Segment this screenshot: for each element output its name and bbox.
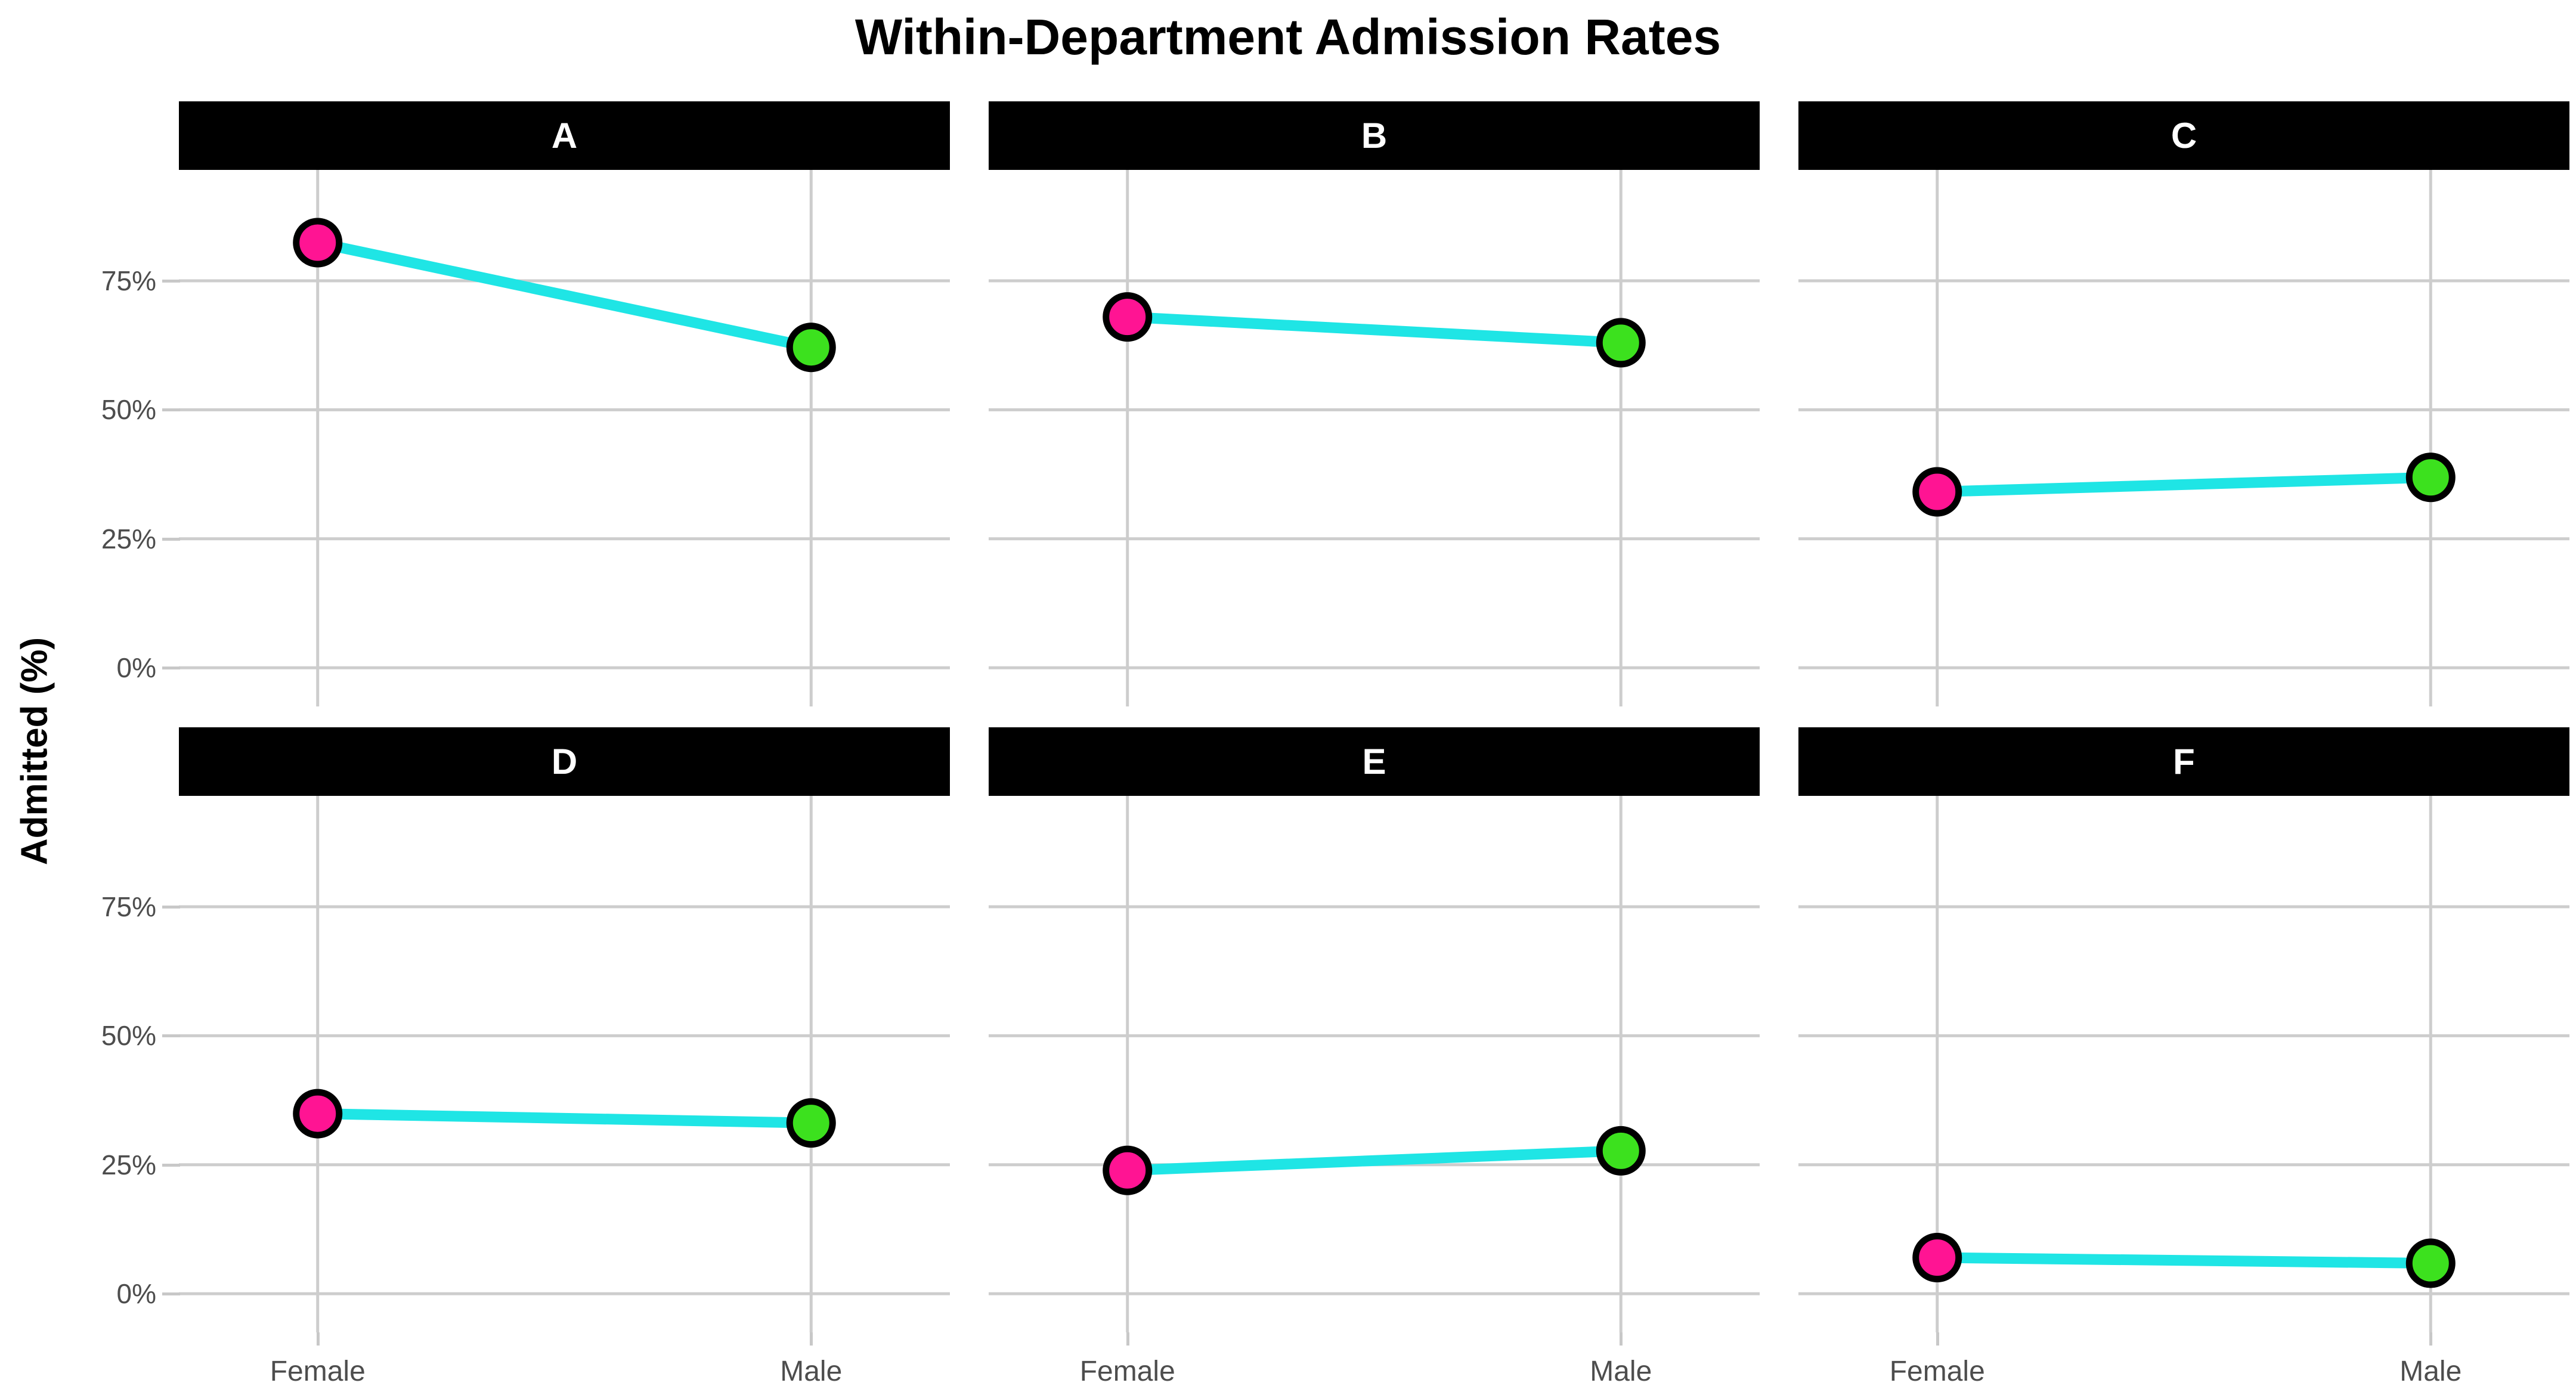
trend-line-f — [1937, 1252, 2431, 1269]
facet-canvas — [1798, 170, 2569, 706]
facet-panel-b — [989, 170, 1760, 706]
x-tick-mark — [1620, 1332, 1623, 1346]
x-tick-label-male: Male — [1590, 1356, 1652, 1387]
facet-strip-label: F — [2173, 742, 2195, 782]
y-tick-mark — [162, 1034, 180, 1038]
facet-panel-d — [179, 796, 950, 1332]
facet-strip-d: D — [179, 727, 950, 796]
data-point-female-a — [293, 218, 343, 268]
data-point-male-b — [1596, 318, 1646, 368]
trend-line-a — [316, 237, 813, 353]
facet-strip-e: E — [989, 727, 1760, 796]
facet-strip-b: B — [989, 101, 1760, 170]
facet-canvas — [989, 796, 1760, 1332]
facet-strip-f: F — [1798, 727, 2569, 796]
data-point-female-f — [1912, 1233, 1962, 1283]
y-tick-label-row0-0: 0% — [116, 652, 156, 684]
data-point-female-c — [1912, 467, 1962, 517]
trend-line-b — [1127, 311, 1621, 348]
data-point-male-a — [786, 323, 836, 373]
data-point-male-d — [786, 1098, 836, 1148]
y-tick-mark — [162, 906, 180, 909]
facet-strip-c: C — [1798, 101, 2569, 170]
trend-line-d — [317, 1108, 812, 1129]
data-point-male-f — [2405, 1238, 2456, 1288]
y-tick-mark — [162, 1292, 180, 1296]
facet-panel-c — [1798, 170, 2569, 706]
y-tick-mark — [162, 537, 180, 541]
facet-strip-label: D — [551, 742, 578, 782]
y-tick-mark — [162, 280, 180, 283]
x-tick-mark — [316, 1332, 320, 1346]
y-tick-mark — [162, 1163, 180, 1167]
facet-canvas — [989, 170, 1760, 706]
y-tick-mark — [162, 666, 180, 670]
facet-strip-label: C — [2171, 116, 2197, 156]
facet-panel-a — [179, 170, 950, 706]
y-tick-label-row0-25: 25% — [101, 523, 156, 554]
data-point-male-c — [2405, 452, 2456, 503]
facet-strip-label: E — [1362, 742, 1386, 782]
x-tick-label-male: Male — [780, 1356, 843, 1387]
data-point-female-e — [1103, 1145, 1153, 1195]
facet-canvas — [179, 796, 950, 1332]
chart-title: Within-Department Admission Rates — [854, 9, 1722, 65]
facet-panel-e — [989, 796, 1760, 1332]
x-tick-mark — [1936, 1332, 1939, 1346]
y-tick-label-row1-25: 25% — [101, 1149, 156, 1180]
x-tick-label-female: Female — [1079, 1356, 1175, 1387]
data-point-male-e — [1596, 1126, 1646, 1176]
facet-panel-f — [1798, 796, 2569, 1332]
x-tick-label-female: Female — [1889, 1356, 1985, 1387]
facet-strip-label: B — [1361, 116, 1388, 156]
trend-line-c — [1937, 472, 2431, 497]
y-tick-mark — [162, 408, 180, 412]
x-tick-mark — [810, 1332, 813, 1346]
y-tick-label-row1-0: 0% — [116, 1278, 156, 1310]
y-tick-label-row0-50: 50% — [101, 394, 156, 426]
facet-canvas — [179, 170, 950, 706]
x-tick-mark — [1126, 1332, 1129, 1346]
data-point-female-d — [293, 1089, 343, 1139]
y-axis-title: Admitted (%) — [14, 637, 55, 866]
facet-strip-label: A — [551, 116, 578, 156]
facet-canvas — [1798, 796, 2569, 1332]
x-tick-label-male: Male — [2399, 1356, 2462, 1387]
y-tick-label-row1-75: 75% — [101, 891, 156, 923]
y-tick-label-row0-75: 75% — [101, 265, 156, 297]
data-point-female-b — [1103, 292, 1153, 342]
y-tick-label-row1-50: 50% — [101, 1020, 156, 1052]
trend-line-e — [1127, 1145, 1621, 1176]
facet-strip-a: A — [179, 101, 950, 170]
x-tick-label-female: Female — [270, 1356, 366, 1387]
x-tick-mark — [2429, 1332, 2433, 1346]
